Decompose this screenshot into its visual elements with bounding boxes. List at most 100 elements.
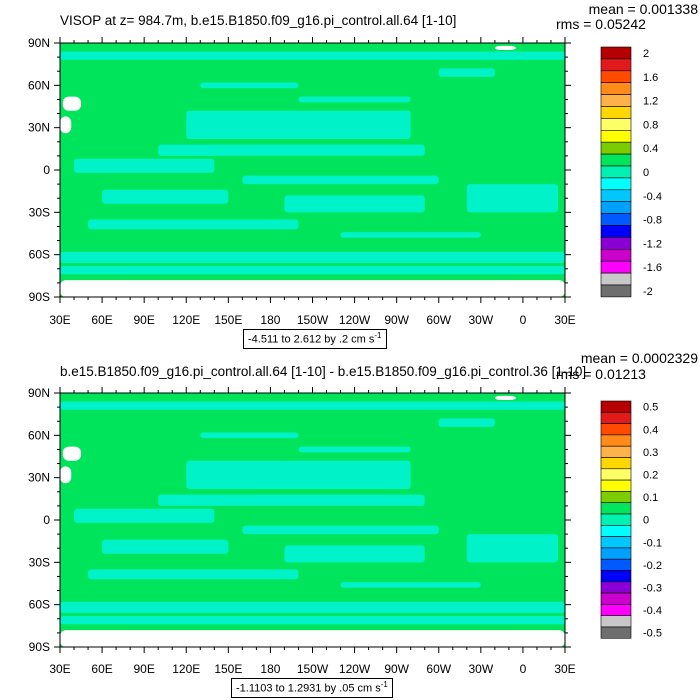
colorbar-swatch [600, 272, 632, 286]
colorbar-swatch [600, 46, 632, 60]
y-tick-label: 90S [29, 640, 50, 654]
colorbar-swatch [600, 106, 632, 119]
anomaly-band [158, 144, 425, 156]
colorbar-label: -0.4 [643, 605, 662, 617]
anomaly-band [60, 251, 565, 264]
x-tick-label: 150E [214, 662, 242, 676]
anomaly-band [158, 494, 425, 506]
axes: 30E 60E 90E 120E 150E 180 150W 120W 90W 60W 30W 0 30… [28, 386, 576, 676]
colorbar-label: 0.5 [643, 402, 658, 414]
y-tick-label: 60N [28, 428, 50, 442]
anomaly-band [340, 232, 481, 238]
colorbar-swatch [600, 177, 632, 191]
anomaly-band [102, 189, 229, 204]
map-area [60, 393, 565, 647]
y-tick-label: 0 [43, 513, 50, 527]
y-tick-label: 90N [28, 386, 50, 400]
x-tick-label: 30E [49, 662, 70, 676]
anomaly-band [466, 534, 558, 563]
anomaly-band [298, 96, 411, 103]
colorbar-swatch [600, 536, 632, 549]
colorbar-swatch [600, 513, 632, 526]
anomaly-band [242, 175, 439, 185]
colorbar-swatch [600, 225, 632, 238]
land-mask [494, 395, 516, 401]
y-tick-label: 90S [29, 290, 50, 304]
anomaly-band [74, 158, 215, 173]
colorbar-swatch [600, 201, 632, 214]
colorbar-swatch [600, 260, 632, 274]
colorbar-label: 0.4 [643, 143, 658, 155]
rms-label: rms = 0.05242 [556, 16, 646, 32]
anomaly-band [186, 460, 411, 489]
colorbar-swatch [600, 411, 632, 424]
colorbar: 2 1.6 1.2 0.8 0.4 0 -0.4 -0.8 -1.2 -1.6 -2 [600, 46, 662, 298]
x-tick-label: 120W [339, 313, 371, 327]
colorbar-label: 2 [643, 48, 649, 60]
colorbar-swatch [600, 570, 632, 583]
colorbar-swatch [600, 237, 632, 250]
y-tick-label: 30N [28, 471, 50, 485]
x-tick-label: 30E [554, 662, 575, 676]
colorbar-label: -0.4 [643, 191, 662, 203]
colorbar-swatch [600, 213, 632, 226]
colorbar-label: -0.2 [643, 560, 662, 572]
x-tick-label: 120E [172, 662, 200, 676]
anomaly-band [60, 51, 565, 60]
x-tick-label: 60E [91, 662, 112, 676]
colorbar-swatch [600, 457, 632, 470]
colorbar-label: -0.3 [643, 582, 662, 594]
colorbar-swatch [600, 434, 632, 447]
plot-title: b.e15.B1850.f09_g16.pi_control.all.64 [1… [60, 364, 586, 379]
anomaly-band [438, 68, 495, 77]
colorbar-label: 0.2 [643, 469, 658, 481]
colorbar-swatch [600, 94, 632, 107]
x-tick-label: 180 [260, 313, 280, 327]
colorbar-swatch [600, 284, 632, 298]
land-mask [60, 630, 565, 647]
colorbar-label: 0 [643, 167, 649, 179]
colorbar-swatch [600, 70, 632, 84]
land-mask [62, 446, 82, 461]
anomaly-band [200, 82, 299, 89]
colorbar-label: 0.1 [643, 492, 658, 504]
land-mask [60, 280, 565, 297]
colorbar-label: 1.6 [643, 72, 658, 84]
anomaly-band [438, 418, 495, 427]
colorbar-label: -0.1 [643, 537, 662, 549]
x-tick-label: 30E [49, 313, 70, 327]
colorbar-label: 1.2 [643, 96, 658, 108]
colorbar-swatch [600, 445, 632, 458]
land-mask [494, 45, 516, 51]
x-tick-label: 90E [133, 662, 154, 676]
colorbar-swatch [600, 58, 632, 72]
x-tick-label: 90E [133, 313, 154, 327]
x-tick-label: 60E [91, 313, 112, 327]
colorbar-label: -2 [643, 286, 653, 298]
x-tick-label: 150E [214, 313, 242, 327]
x-tick-label: 30E [554, 313, 575, 327]
colorbar: 0.5 0.4 0.3 0.2 0.1 0 -0.1 -0.2 -0.3 -0.4 -0.5 [600, 400, 662, 640]
plot-title: VISOP at z= 984.7m, b.e15.B1850.f09_g16.… [60, 13, 456, 28]
anomaly-band [200, 432, 299, 439]
anomaly-band [60, 401, 565, 410]
colorbar-swatch [600, 479, 632, 492]
anomaly-band [284, 545, 425, 563]
colorbar-label: -1.6 [643, 262, 662, 274]
panel-bottom: b.e15.B1850.f09_g16.pi_control.all.64 [1… [28, 350, 698, 676]
anomaly-band [60, 265, 565, 275]
rms-label: rms = 0.01213 [556, 366, 646, 382]
axes: 30E 60E 90E 120E 150E 180 150W 120W 90W 60W 30W 0 30… [28, 36, 576, 327]
x-tick-label: 0 [520, 313, 527, 327]
mean-label: mean = 0.0002329 [581, 350, 698, 366]
colorbar-swatch [600, 400, 632, 413]
x-tick-label: 60W [426, 313, 451, 327]
colorbar-swatch [600, 118, 632, 131]
colorbar-swatch [600, 502, 632, 515]
x-tick-label: 180 [260, 662, 280, 676]
anomaly-band [88, 569, 299, 580]
colorbar-swatch [600, 581, 632, 594]
colorbar-swatch [600, 615, 632, 628]
anomaly-band [88, 219, 299, 230]
